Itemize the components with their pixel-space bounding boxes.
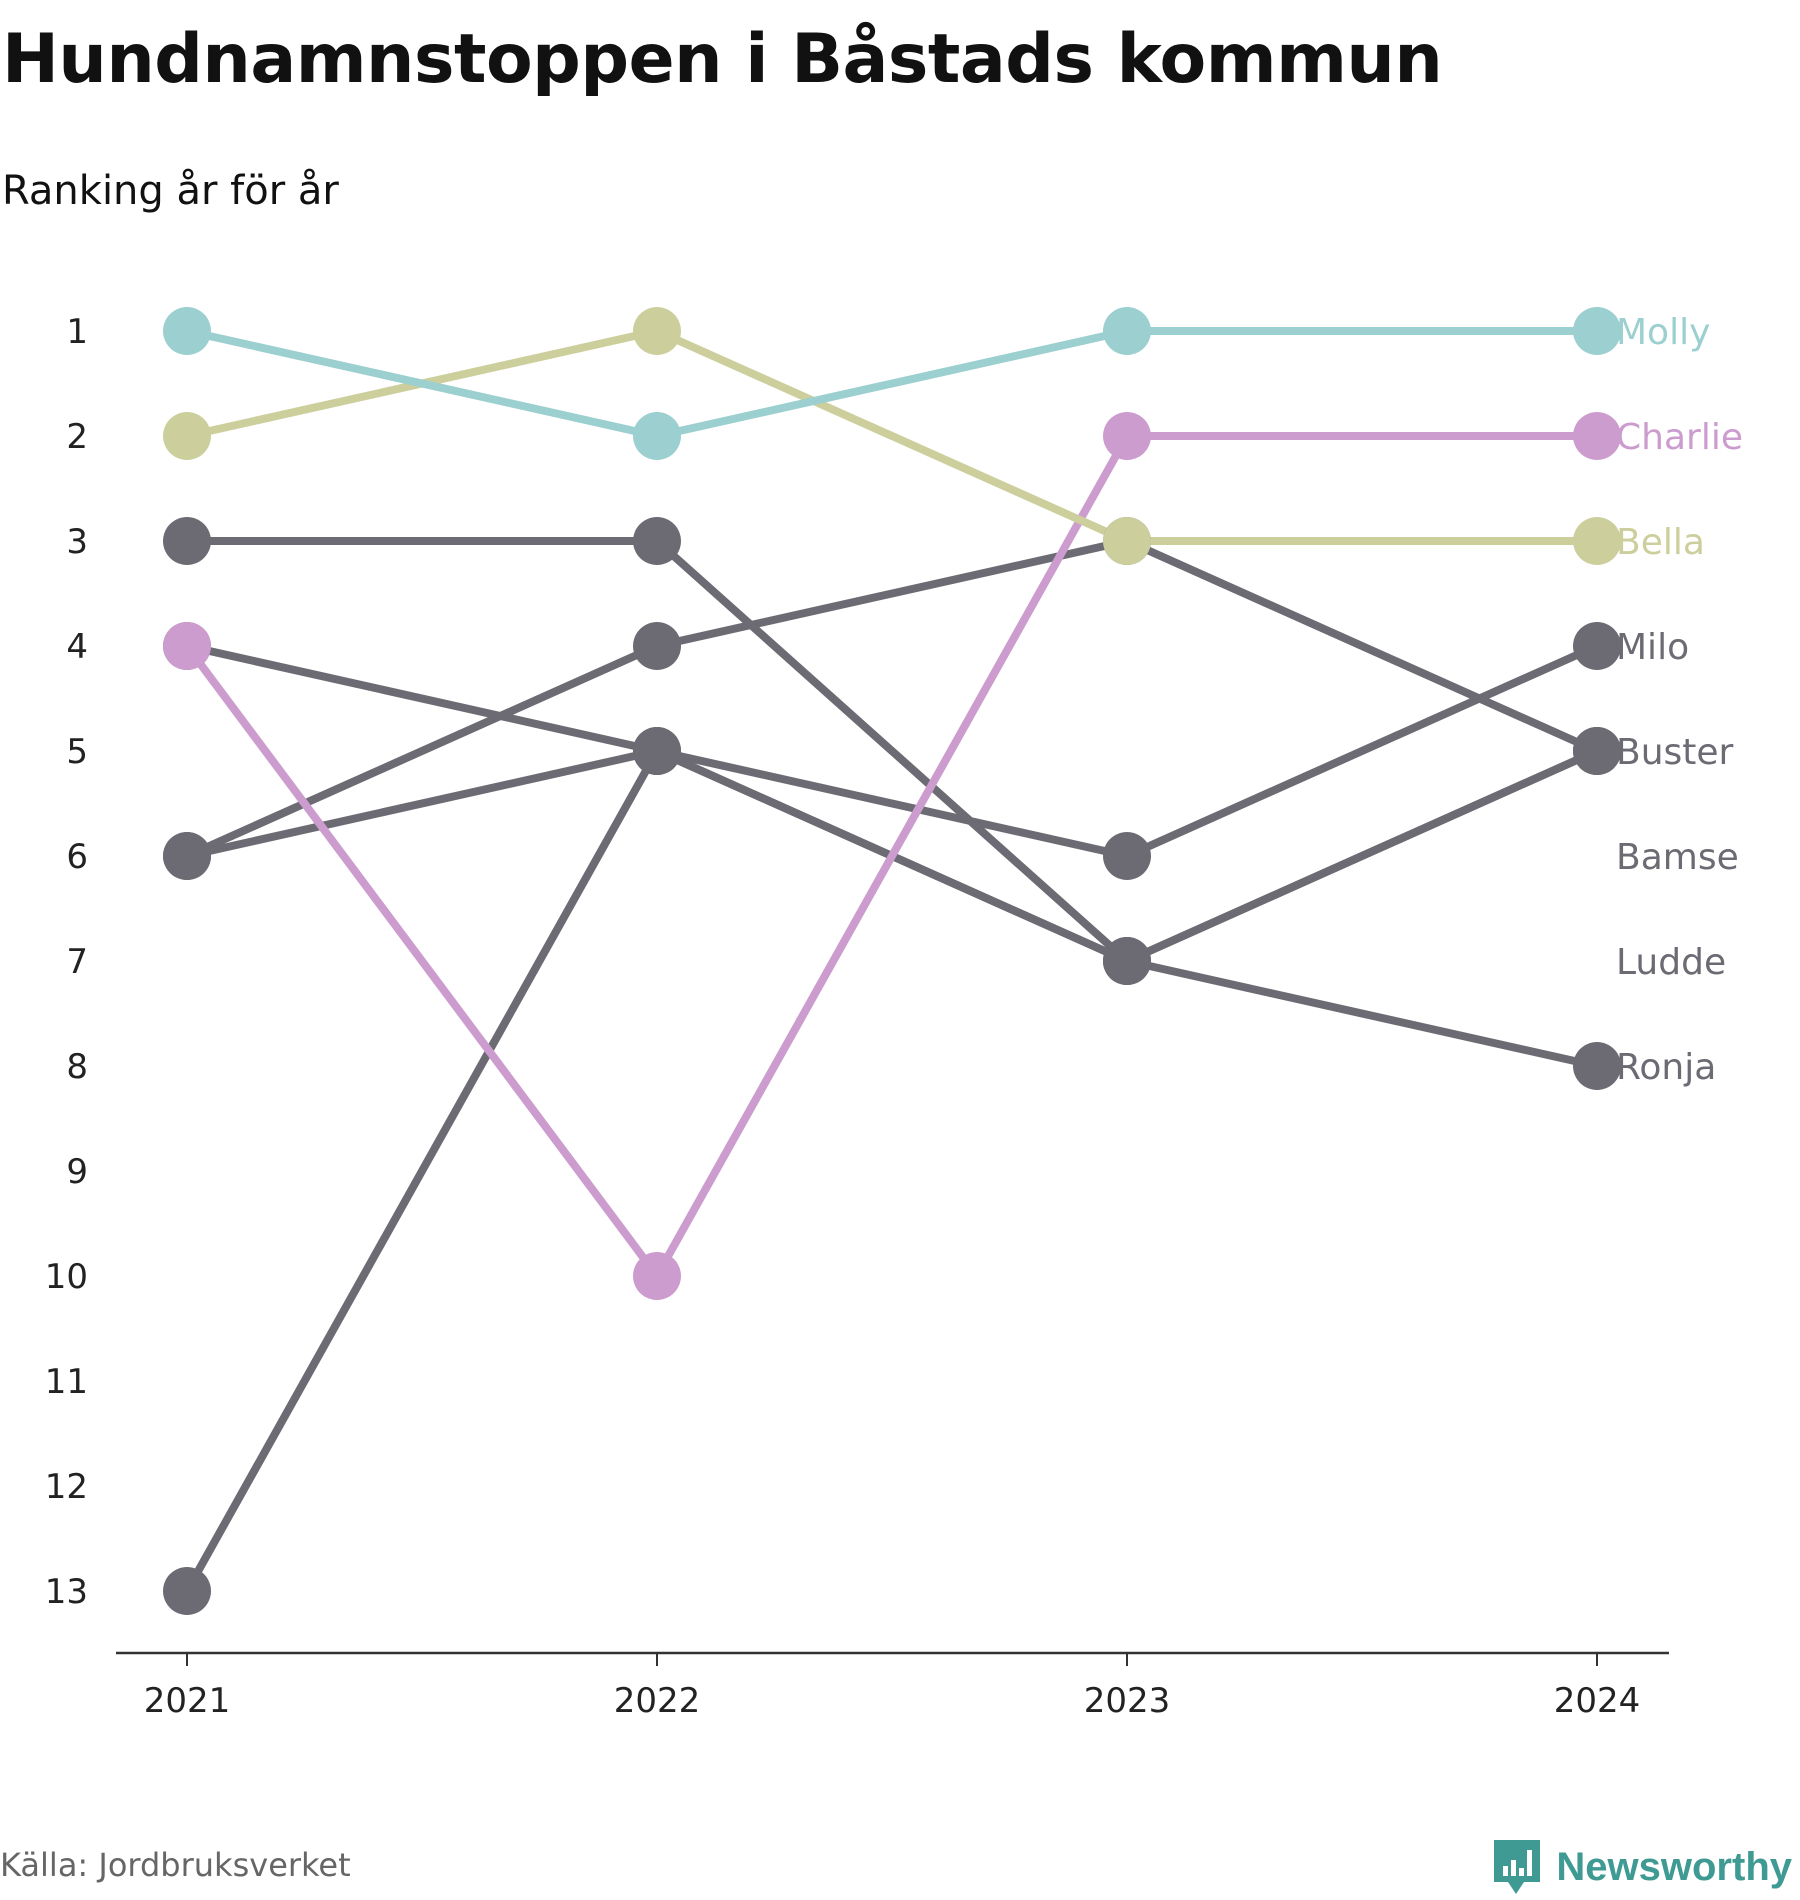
- y-tick-label: 1: [66, 312, 88, 352]
- y-tick-label: 13: [45, 1572, 88, 1612]
- y-tick-label: 2: [66, 417, 88, 457]
- series-end-labels: Molly Charlie Bella Milo Buster Bamse Ludde Ron…: [1616, 312, 1743, 1088]
- y-tick-label: 11: [45, 1362, 88, 1402]
- y-tick-label: 8: [66, 1047, 88, 1087]
- x-tick-label: 2021: [144, 1681, 231, 1721]
- data-point-bella: [1103, 517, 1151, 565]
- series-lines: [183, 327, 1601, 1595]
- x-tick-label: 2022: [614, 1681, 701, 1721]
- data-point-charlie: [633, 1252, 681, 1300]
- data-point-molly: [163, 307, 211, 355]
- y-tick-label: 7: [66, 942, 88, 982]
- series-line-bamse: [183, 537, 1601, 860]
- brand-name: Newsworthy: [1556, 1844, 1792, 1889]
- data-point-bamse: [633, 622, 681, 670]
- y-tick-label: 3: [66, 522, 88, 562]
- data-point-bella: [633, 307, 681, 355]
- data-point-molly: [633, 412, 681, 460]
- data-point-milo: [163, 832, 211, 880]
- data-point-ronja: [1573, 1042, 1621, 1090]
- y-tick-label: 12: [45, 1467, 88, 1507]
- y-tick-label: 4: [66, 627, 88, 667]
- y-tick-label: 10: [45, 1257, 88, 1297]
- series-line-molly: [183, 327, 1601, 440]
- data-point-charlie: [1103, 412, 1151, 460]
- end-label-charlie: Charlie: [1616, 417, 1743, 458]
- end-label-bella: Bella: [1616, 522, 1705, 563]
- end-label-bamse: Bamse: [1616, 837, 1739, 878]
- data-point-milo: [1103, 832, 1151, 880]
- x-axis: 2021 2022 2023 2024: [116, 1651, 1669, 1721]
- series-line-buster: [183, 537, 1601, 965]
- end-label-ronja: Ronja: [1616, 1047, 1716, 1088]
- data-point-charlie: [163, 622, 211, 670]
- data-point-milo: [633, 727, 681, 775]
- end-label-molly: Molly: [1616, 312, 1710, 353]
- source-note: Källa: Jordbruksverket: [0, 1846, 351, 1884]
- x-tick-label: 2024: [1554, 1681, 1641, 1721]
- brand-logo: Newsworthy: [1492, 1838, 1792, 1896]
- data-point-bella: [1573, 517, 1621, 565]
- data-point-milo: [1573, 622, 1621, 670]
- x-tick-label: 2023: [1084, 1681, 1171, 1721]
- data-point-bella: [163, 412, 211, 460]
- data-point-ronja: [163, 1567, 211, 1615]
- series-points: [163, 307, 1621, 1615]
- y-tick-label: 5: [66, 732, 88, 772]
- data-point-molly: [1573, 307, 1621, 355]
- end-label-buster: Buster: [1616, 732, 1734, 773]
- data-point-charlie: [1573, 412, 1621, 460]
- data-point-molly: [1103, 307, 1151, 355]
- data-point-buster: [1573, 727, 1621, 775]
- data-point-buster: [633, 517, 681, 565]
- data-point-buster: [163, 517, 211, 565]
- data-point-buster: [1103, 937, 1151, 985]
- y-tick-label: 6: [66, 837, 88, 877]
- newsworthy-logo-icon: [1494, 1840, 1541, 1894]
- end-label-milo: Milo: [1616, 627, 1689, 668]
- series-line-ronja: [183, 747, 1601, 1595]
- end-label-ludde: Ludde: [1616, 942, 1726, 983]
- chart-subtitle: Ranking år för år: [2, 168, 339, 214]
- y-tick-label: 9: [66, 1152, 88, 1192]
- chart-title: Hundnamnstoppen i Båstads kommun: [2, 20, 1443, 99]
- series-line-charlie: [183, 432, 1601, 1280]
- series-line-milo: [183, 642, 1601, 860]
